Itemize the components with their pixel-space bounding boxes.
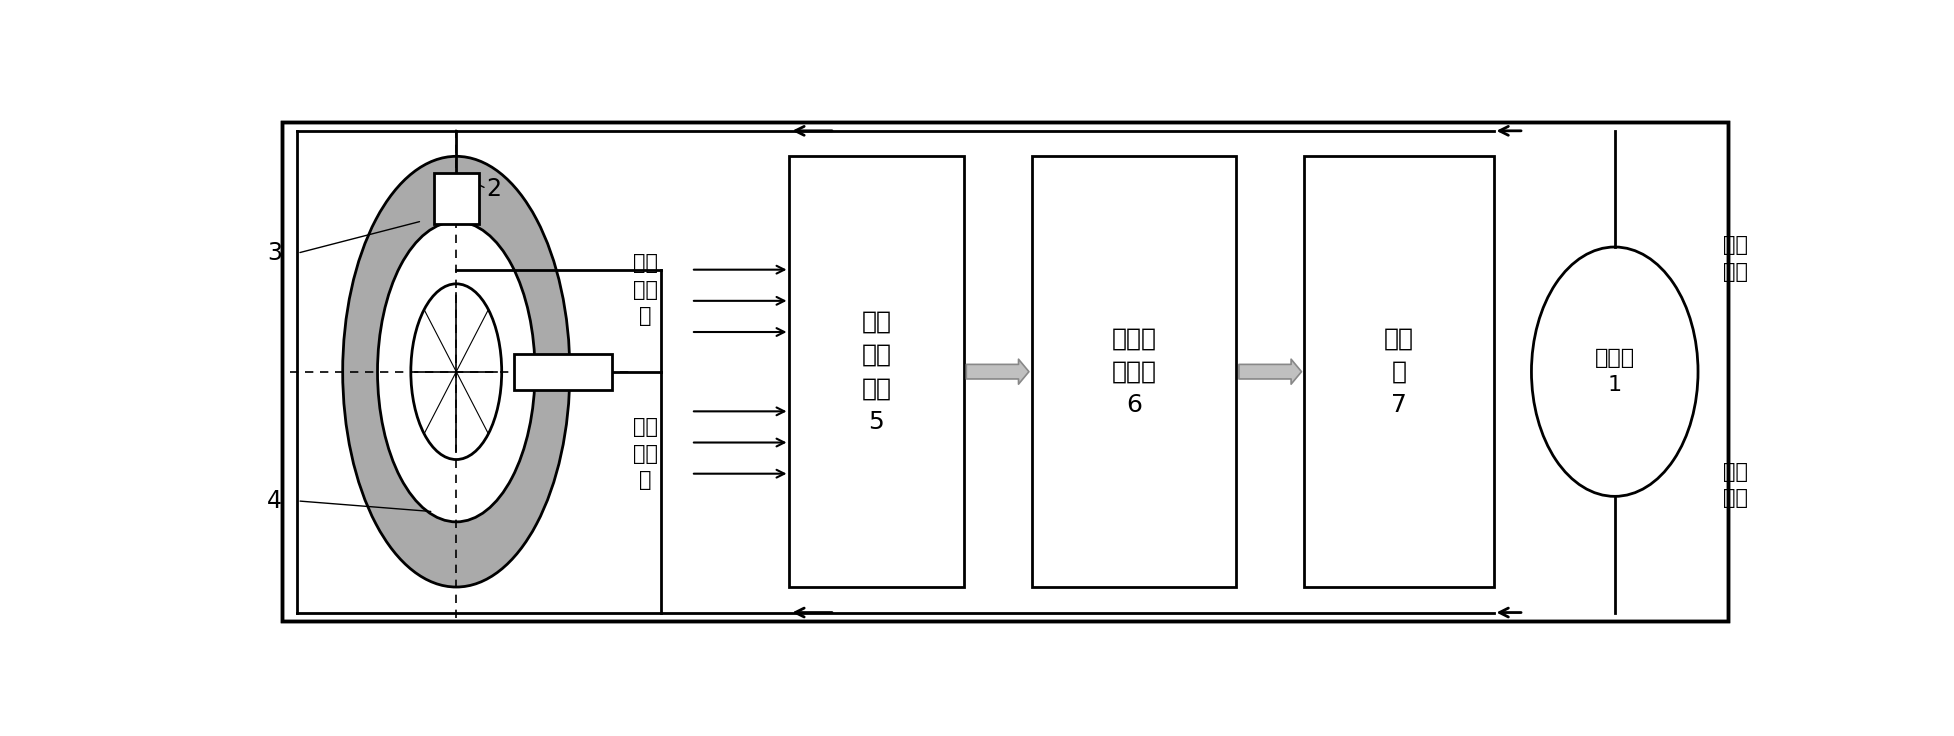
Bar: [514, 353, 612, 390]
Bar: [789, 156, 963, 587]
Bar: [1305, 156, 1493, 587]
Text: 入射
光纤: 入射 光纤: [1723, 461, 1749, 509]
Text: 3: 3: [268, 241, 281, 265]
Text: 数据采
集部分
6: 数据采 集部分 6: [1112, 326, 1157, 417]
Text: 接收
光纤
束: 接收 光纤 束: [633, 253, 658, 326]
Text: 激光器
1: 激光器 1: [1594, 348, 1635, 395]
Text: 接收
光纤
束: 接收 光纤 束: [633, 417, 658, 490]
Text: 2: 2: [487, 177, 502, 201]
Ellipse shape: [1532, 247, 1698, 496]
Bar: [281, 122, 1729, 621]
Ellipse shape: [342, 156, 571, 587]
Ellipse shape: [377, 222, 535, 522]
Text: 信号
调理
部分
5: 信号 调理 部分 5: [862, 309, 891, 434]
Ellipse shape: [410, 284, 502, 459]
Bar: [281, 122, 1729, 621]
Bar: [1032, 156, 1237, 587]
Text: 计算
机
7: 计算 机 7: [1383, 326, 1415, 417]
Bar: [434, 174, 479, 224]
Text: 4: 4: [268, 489, 281, 513]
Text: 入射
光纤: 入射 光纤: [1723, 235, 1749, 282]
